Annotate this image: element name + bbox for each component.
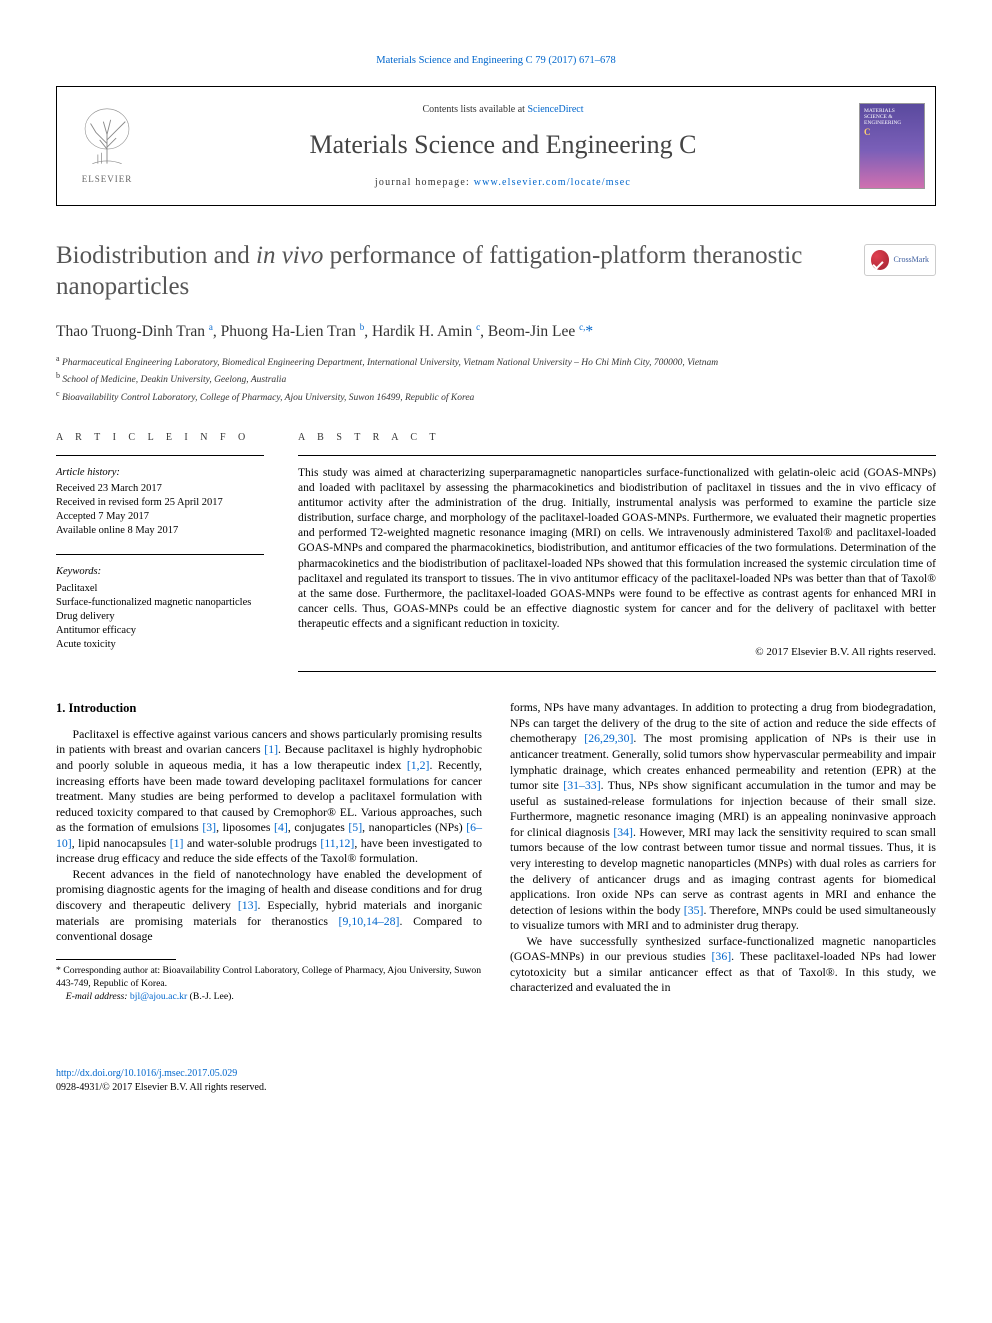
ref-link[interactable]: [1] [170,836,184,850]
affiliation-list: a Pharmaceutical Engineering Laboratory,… [56,353,936,405]
section-title: Introduction [69,701,137,715]
ref-link[interactable]: [1,2] [407,758,430,772]
body-paragraph: forms, NPs have many advantages. In addi… [510,700,936,933]
abstract-copyright: © 2017 Elsevier B.V. All rights reserved… [298,645,936,660]
keyword-item: Acute toxicity [56,638,264,652]
keyword-item: Antitumor efficacy [56,624,264,638]
footnote-block: * Corresponding author at: Bioavailabili… [56,959,482,1004]
crossmark-badge[interactable]: CrossMark [864,244,936,276]
journal-cover-thumbnail [859,103,925,189]
abstract-column: A B S T R A C T This study was aimed at … [298,431,936,672]
sciencedirect-link[interactable]: ScienceDirect [527,104,583,115]
article-history-list: Received 23 March 2017 Received in revis… [56,482,264,539]
ref-link[interactable]: [35] [684,903,704,917]
article-title: Biodistribution and in vivo performance … [56,240,936,303]
abstract-label: A B S T R A C T [298,431,936,445]
affiliation-a-text: Pharmaceutical Engineering Laboratory, B… [62,358,718,368]
contents-available-line: Contents lists available at ScienceDirec… [422,103,583,117]
article-history-label: Article history: [56,466,264,480]
elsevier-tree-icon [78,107,136,171]
article-info-row: A R T I C L E I N F O Article history: R… [56,431,936,672]
ref-link[interactable]: [5] [348,820,362,834]
ref-link[interactable]: [3] [202,820,216,834]
history-online: Available online 8 May 2017 [56,524,264,538]
body-text: 1. Introduction Paclitaxel is effective … [56,700,936,1003]
author-list: Thao Truong-Dinh Tran a, Phuong Ha-Lien … [56,321,936,343]
contents-prefix: Contents lists available at [422,104,527,115]
corresponding-author-footnote: * Corresponding author at: Bioavailabili… [56,965,482,990]
homepage-label: journal homepage: [375,177,474,188]
body-paragraph: We have successfully synthesized surface… [510,934,936,996]
email-suffix: (B.-J. Lee). [187,991,234,1002]
doi-link[interactable]: http://dx.doi.org/10.1016/j.msec.2017.05… [56,1068,237,1079]
email-label: E-mail address: [66,991,130,1002]
email-link[interactable]: bjl@ajou.ac.kr [130,991,187,1002]
divider [56,554,264,555]
section-heading-introduction: 1. Introduction [56,700,482,717]
journal-header-center: Contents lists available at ScienceDirec… [157,87,849,205]
body-paragraph: Recent advances in the field of nanotech… [56,867,482,945]
crossmark-icon [871,250,889,270]
publisher-logo: ELSEVIER [57,87,157,205]
section-number: 1. [56,701,65,715]
keywords-list: Paclitaxel Surface-functionalized magnet… [56,582,264,653]
issn-copyright-line: 0928-4931/© 2017 Elsevier B.V. All right… [56,1082,266,1093]
affiliation-c-text: Bioavailability Control Laboratory, Coll… [62,393,474,403]
page-footer: http://dx.doi.org/10.1016/j.msec.2017.05… [56,1067,936,1094]
article-info-column: A R T I C L E I N F O Article history: R… [56,431,264,672]
journal-header-box: ELSEVIER Contents lists available at Sci… [56,86,936,206]
keyword-item: Drug delivery [56,610,264,624]
divider [56,455,264,456]
ref-link[interactable]: [31–33] [563,778,600,792]
journal-title: Materials Science and Engineering C [310,127,697,162]
keyword-item: Surface-functionalized magnetic nanopart… [56,596,264,610]
ref-link[interactable]: [4] [274,820,288,834]
journal-homepage-line: journal homepage: www.elsevier.com/locat… [375,176,631,190]
ref-link[interactable]: [36] [712,949,732,963]
history-received: Received 23 March 2017 [56,482,264,496]
title-italic: in vivo [256,242,323,269]
ref-link[interactable]: [9,10,14–28] [339,914,400,928]
ref-link[interactable]: [34] [613,825,633,839]
crossmark-label: CrossMark [893,255,929,266]
email-footnote: E-mail address: bjl@ajou.ac.kr (B.-J. Le… [56,991,482,1004]
ref-link[interactable]: [1] [264,742,278,756]
footnote-rule [56,959,176,960]
keyword-item: Paclitaxel [56,582,264,596]
affiliation-b-text: School of Medicine, Deakin University, G… [62,375,286,385]
affiliation-b: b School of Medicine, Deakin University,… [56,370,936,387]
article-info-label: A R T I C L E I N F O [56,431,264,445]
abstract-text: This study was aimed at characterizing s… [298,466,936,633]
history-revised: Received in revised form 25 April 2017 [56,496,264,510]
ref-link[interactable]: [11,12] [320,836,354,850]
affiliation-a: a Pharmaceutical Engineering Laboratory,… [56,353,936,370]
publisher-name: ELSEVIER [82,173,133,185]
affiliation-c: c Bioavailability Control Laboratory, Co… [56,388,936,405]
running-header: Materials Science and Engineering C 79 (… [56,54,936,68]
keywords-label: Keywords: [56,565,264,579]
title-text-1: Biodistribution and [56,242,256,269]
journal-cover-slot [849,87,935,205]
ref-link[interactable]: [6–10] [56,820,482,850]
homepage-link[interactable]: www.elsevier.com/locate/msec [474,177,631,188]
ref-link[interactable]: [26,29,30] [584,731,633,745]
divider [298,671,936,672]
history-accepted: Accepted 7 May 2017 [56,510,264,524]
body-paragraph: Paclitaxel is effective against various … [56,727,482,867]
divider [298,455,936,456]
ref-link[interactable]: [13] [238,898,258,912]
corr-label: * Corresponding author at: [56,965,160,976]
